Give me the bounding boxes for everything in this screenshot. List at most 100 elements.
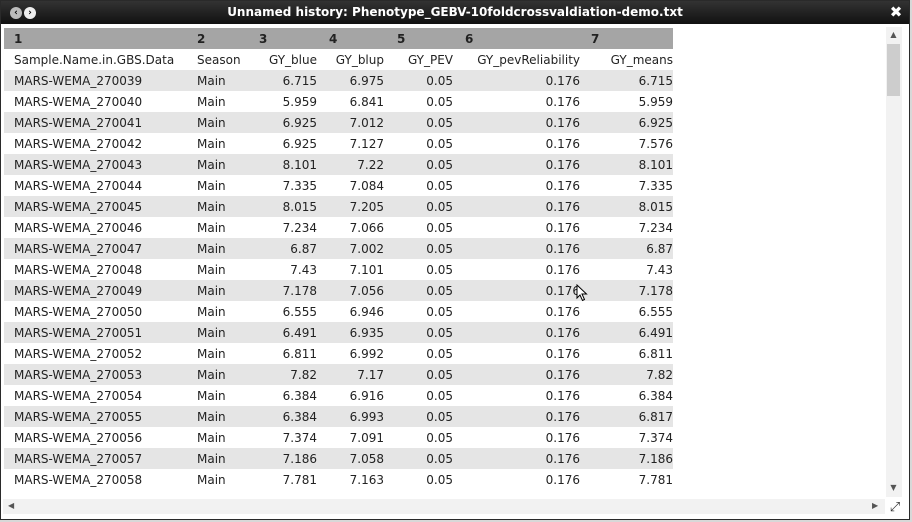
table-cell: 6.925 [249,112,319,133]
table-cell: 6.817 [581,406,673,427]
table-cell: 0.05 [387,343,455,364]
table-row: MARS-WEMA_270049 Main 7.178 7.056 0.05 0.176 7… [4,280,673,301]
table-cell: 0.176 [455,112,581,133]
table-cell: 7.234 [581,217,673,238]
scroll-down-arrow[interactable]: ▼ [890,483,897,492]
table-cell: MARS-WEMA_270044 [4,175,187,196]
table-row: MARS-WEMA_270051 Main 6.491 6.935 0.05 0.176 6… [4,322,673,343]
table-row: MARS-WEMA_270055 Main 6.384 6.993 0.05 0.176 6… [4,406,673,427]
table-cell: 6.384 [249,406,319,427]
table-cell: 5.959 [581,91,673,112]
table-cell: 0.176 [455,343,581,364]
table-cell: 6.384 [249,385,319,406]
table-cell: 0.176 [455,259,581,280]
table-cell: 8.015 [581,196,673,217]
table-cell: MARS-WEMA_270050 [4,301,187,322]
title-bar[interactable]: ‹ › Unnamed history: Phenotype_GEBV-10fo… [1,1,909,24]
table-cell: 7.127 [319,133,387,154]
table-cell: MARS-WEMA_270053 [4,364,187,385]
table-cell: 2 [187,28,249,49]
table-cell: Main [187,154,249,175]
table-cell: 6.715 [249,70,319,91]
table-cell: GY_pevReliability [455,49,581,70]
table-cell: Sample.Name.in.GBS.Data [4,49,187,70]
table-cell: 7.178 [581,280,673,301]
table-cell: 0.176 [455,154,581,175]
table-cell: 7.82 [581,364,673,385]
table-viewport[interactable]: 1 2 3 4 5 6 7 Sample.Name.in.GBS.Data Season GY_b… [4,28,886,498]
window-title: Unnamed history: Phenotype_GEBV-10foldcr… [227,5,683,19]
table-cell: 5.959 [249,91,319,112]
data-table: 1 2 3 4 5 6 7 Sample.Name.in.GBS.Data Season GY_b… [4,28,673,490]
table-cell: 7.576 [581,133,673,154]
scroll-right-arrow[interactable]: ▶ [872,501,879,510]
table-cell: GY_blue [249,49,319,70]
chevron-left-icon[interactable]: ‹ [10,7,22,19]
table-cell: 8.101 [581,154,673,175]
table-cell: 6.975 [319,70,387,91]
table-cell: MARS-WEMA_270040 [4,91,187,112]
table-cell: 7.178 [249,280,319,301]
vertical-scroll-thumb[interactable] [887,44,900,96]
table-cell: 6.811 [581,343,673,364]
table-cell: 0.05 [387,280,455,301]
table-cell: 0.05 [387,385,455,406]
scroll-left-arrow[interactable]: ◀ [8,501,15,510]
table-cell: Season [187,49,249,70]
table-cell: Main [187,259,249,280]
table-cell: 0.176 [455,196,581,217]
close-icon[interactable]: ✖ [889,3,903,21]
table-cell: 5 [387,28,455,49]
table-cell: 0.05 [387,196,455,217]
table-cell: Main [187,280,249,301]
table-cell: 0.05 [387,238,455,259]
vertical-scrollbar[interactable] [886,27,902,497]
table-cell: GY_blup [319,49,387,70]
table-cell: Main [187,385,249,406]
table-cell: GY_PEV [387,49,455,70]
table-row: MARS-WEMA_270047 Main 6.87 7.002 0.05 0.176 6.… [4,238,673,259]
table-cell: 6.946 [319,301,387,322]
table-cell: MARS-WEMA_270041 [4,112,187,133]
table-cell: 6.491 [249,322,319,343]
table-cell: MARS-WEMA_270054 [4,385,187,406]
table-cell: 6.811 [249,343,319,364]
table-cell: 0.05 [387,70,455,91]
table-cell: 6.841 [319,91,387,112]
table-cell: 7.374 [249,427,319,448]
table-cell: 4 [319,28,387,49]
chevron-right-icon[interactable]: › [24,7,36,19]
table-cell: 0.176 [455,364,581,385]
table-cell: MARS-WEMA_270056 [4,427,187,448]
table-cell: 1 [4,28,187,49]
table-cell: Main [187,70,249,91]
table-row: MARS-WEMA_270046 Main 7.234 7.066 0.05 0.176 7… [4,217,673,238]
table-cell: Main [187,406,249,427]
table-cell: 0.05 [387,133,455,154]
table-cell: 0.05 [387,364,455,385]
table-cell: 0.176 [455,133,581,154]
table-cell: Main [187,469,249,490]
expand-icon[interactable]: ⤢ [889,500,901,515]
table-row: MARS-WEMA_270052 Main 6.811 6.992 0.05 0.176 6… [4,343,673,364]
table-cell: 0.176 [455,175,581,196]
table-cell: Main [187,112,249,133]
table-cell: MARS-WEMA_270047 [4,238,187,259]
table-cell: Main [187,196,249,217]
table-cell: 0.05 [387,175,455,196]
table-cell: Main [187,217,249,238]
horizontal-scrollbar[interactable] [3,499,885,514]
table-cell: 6.925 [581,112,673,133]
table-cell: MARS-WEMA_270055 [4,406,187,427]
table-cell: MARS-WEMA_270045 [4,196,187,217]
table-row: MARS-WEMA_270048 Main 7.43 7.101 0.05 0.176 7.… [4,259,673,280]
table-cell: MARS-WEMA_270057 [4,448,187,469]
table-row: MARS-WEMA_270039 Main 6.715 6.975 0.05 0.176 6… [4,70,673,91]
table-cell: 0.05 [387,301,455,322]
scroll-up-arrow[interactable]: ▲ [890,30,897,39]
table-cell: Main [187,322,249,343]
table-cell: 6.384 [581,385,673,406]
table-cell: 6.992 [319,343,387,364]
table-cell: 0.176 [455,301,581,322]
table-cell: 7.002 [319,238,387,259]
